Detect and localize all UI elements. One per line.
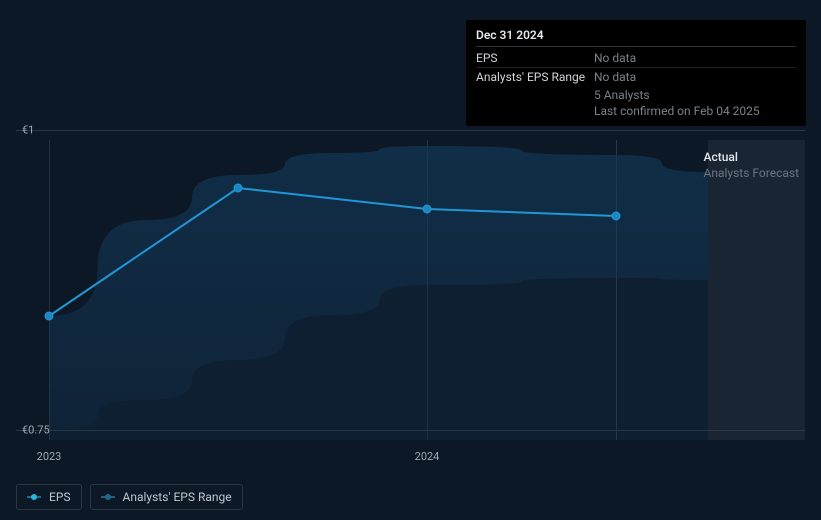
x-axis: 2023 2024 bbox=[16, 440, 805, 470]
tooltip-subline: Last confirmed on Feb 04 2025 bbox=[476, 102, 796, 118]
legend-swatch bbox=[27, 493, 41, 501]
x-tick-label: 2023 bbox=[37, 450, 62, 463]
chart-tooltip: Dec 31 2024 EPSNo dataAnalysts' EPS Rang… bbox=[466, 20, 806, 126]
tooltip-row: Analysts' EPS RangeNo data bbox=[476, 68, 796, 86]
eps-point[interactable] bbox=[45, 312, 53, 320]
series-label-actual: Actual bbox=[704, 150, 799, 164]
tooltip-value: No data bbox=[594, 51, 796, 65]
eps-point[interactable] bbox=[423, 205, 431, 213]
eps-point[interactable] bbox=[612, 212, 620, 220]
x-tick-label: 2024 bbox=[415, 450, 440, 463]
legend-label: EPS bbox=[49, 490, 71, 504]
tooltip-title: Dec 31 2024 bbox=[476, 28, 796, 47]
eps-point[interactable] bbox=[234, 184, 242, 192]
legend-label: Analysts' EPS Range bbox=[123, 490, 232, 504]
legend-item-eps[interactable]: EPS bbox=[16, 484, 82, 510]
tooltip-subline: 5 Analysts bbox=[476, 86, 796, 102]
chart-legend: EPS Analysts' EPS Range bbox=[16, 484, 243, 510]
legend-swatch bbox=[101, 493, 115, 501]
tooltip-key: Analysts' EPS Range bbox=[476, 70, 594, 84]
tooltip-value: No data bbox=[594, 70, 796, 84]
tooltip-row: EPSNo data bbox=[476, 49, 796, 68]
series-label-forecast: Analysts Forecast bbox=[704, 166, 799, 180]
series-label-group: Actual Analysts Forecast bbox=[704, 150, 799, 182]
tooltip-key: EPS bbox=[476, 51, 594, 65]
legend-item-range[interactable]: Analysts' EPS Range bbox=[90, 484, 243, 510]
